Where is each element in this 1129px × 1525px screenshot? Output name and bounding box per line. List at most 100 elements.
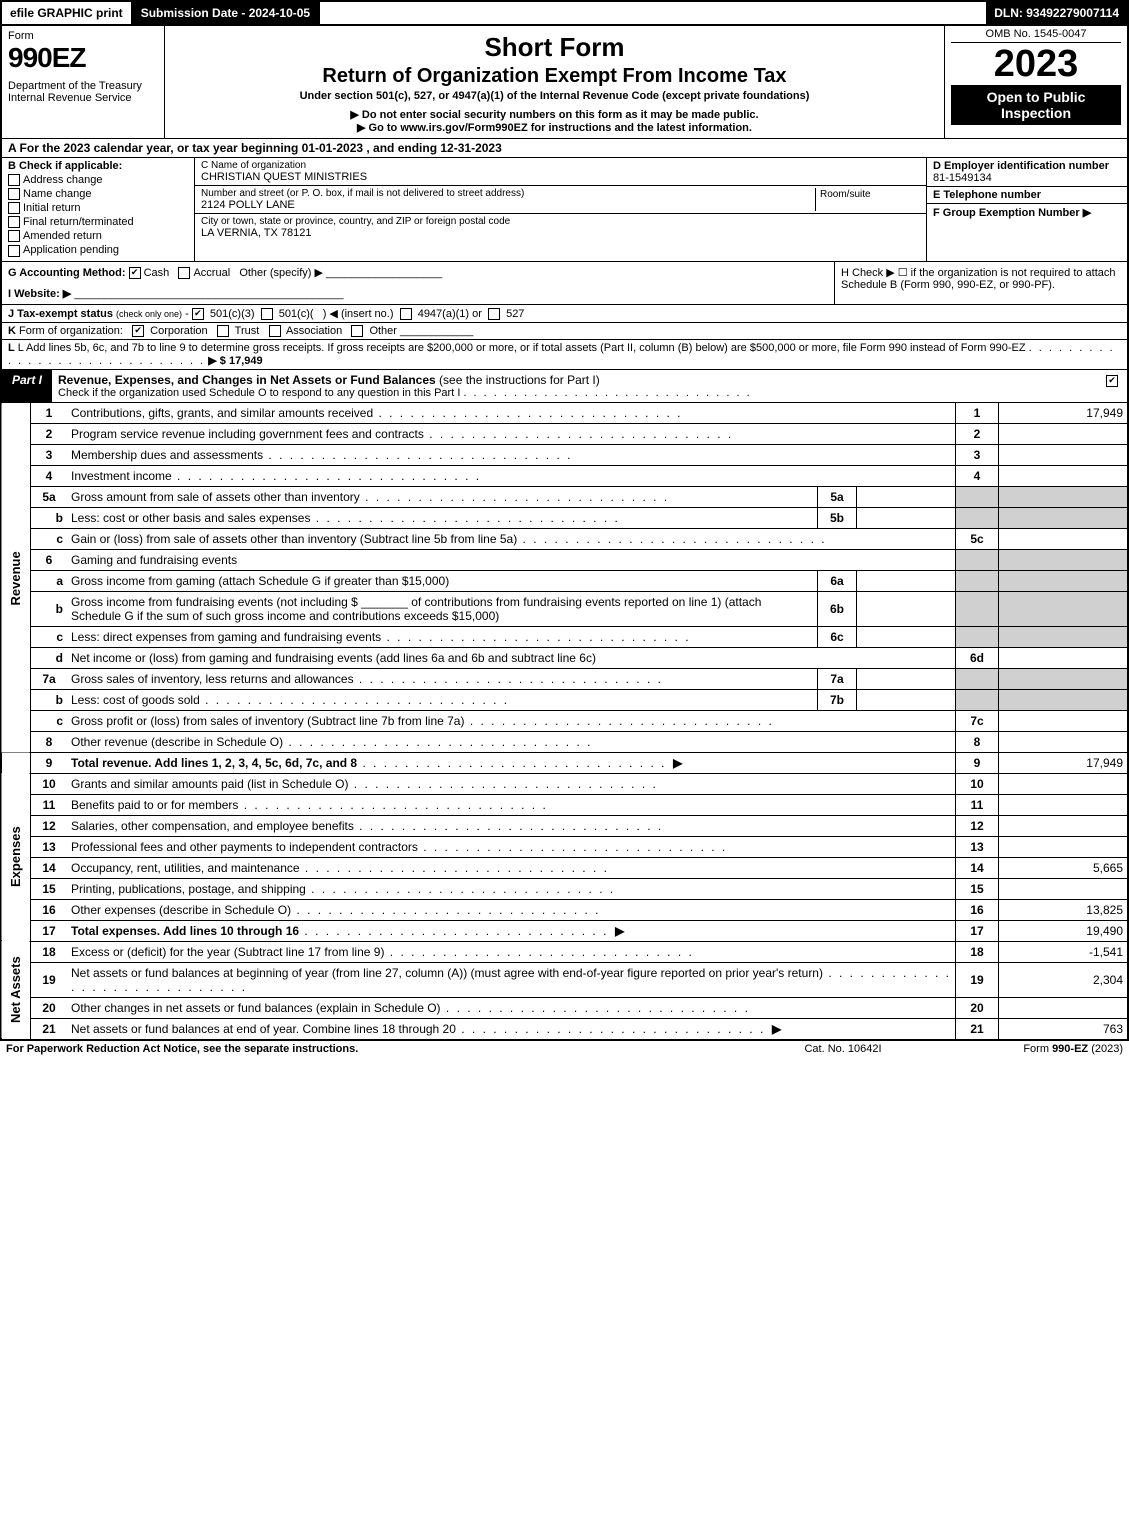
rn-8: 8 xyxy=(956,731,999,752)
part-i-tag: Part I xyxy=(2,370,52,402)
dln-number: DLN: 93492279007114 xyxy=(986,2,1127,24)
amt-4 xyxy=(999,465,1129,486)
cb-association[interactable] xyxy=(269,325,281,337)
ln-6a: a xyxy=(31,570,68,591)
side-expenses: Expenses xyxy=(1,773,31,941)
cb-other-org[interactable] xyxy=(351,325,363,337)
rn-15: 15 xyxy=(956,878,999,899)
desc-12: Salaries, other compensation, and employ… xyxy=(67,815,956,836)
cb-amended-return[interactable]: Amended return xyxy=(8,230,188,242)
cb-trust[interactable] xyxy=(217,325,229,337)
amt-16: 13,825 xyxy=(999,899,1129,920)
desc-7b: Less: cost of goods sold xyxy=(67,689,818,710)
c-street-label: Number and street (or P. O. box, if mail… xyxy=(201,188,815,199)
desc-20: Other changes in net assets or fund bala… xyxy=(67,997,956,1018)
cb-application-pending[interactable]: Application pending xyxy=(8,244,188,256)
amt-9: 17,949 xyxy=(999,752,1129,773)
rn-5a xyxy=(956,486,999,507)
ln-7b: b xyxy=(31,689,68,710)
ln-5c: c xyxy=(31,528,68,549)
desc-14: Occupancy, rent, utilities, and maintena… xyxy=(67,857,956,878)
desc-6c: Less: direct expenses from gaming and fu… xyxy=(67,626,818,647)
top-bar: efile GRAPHIC print Submission Date - 20… xyxy=(0,0,1129,26)
col-cde: C Name of organization CHRISTIAN QUEST M… xyxy=(195,158,926,261)
c-street-row: Number and street (or P. O. box, if mail… xyxy=(195,186,926,214)
amt-7c xyxy=(999,710,1129,731)
amt-2 xyxy=(999,423,1129,444)
desc-4: Investment income xyxy=(67,465,956,486)
footer-right: Form 990-EZ (2023) xyxy=(943,1043,1123,1055)
cb-final-return[interactable]: Final return/terminated xyxy=(8,216,188,228)
cb-accrual[interactable] xyxy=(178,267,190,279)
ln-5a: 5a xyxy=(31,486,68,507)
room-suite-label: Room/suite xyxy=(820,189,871,200)
inval-6b xyxy=(857,591,956,626)
col-right-def: D Employer identification number 81-1549… xyxy=(926,158,1127,261)
amt-14: 5,665 xyxy=(999,857,1129,878)
row-l-gross-receipts: L L Add lines 5b, 6c, and 7b to line 9 t… xyxy=(0,340,1129,370)
col-b-checkboxes: B Check if applicable: Address change Na… xyxy=(2,158,195,261)
part-i-checkbox[interactable] xyxy=(1100,370,1127,402)
goto-link[interactable]: ▶ Go to www.irs.gov/Form990EZ for instru… xyxy=(171,121,938,134)
ln-16: 16 xyxy=(31,899,68,920)
cb-501c[interactable] xyxy=(261,308,273,320)
ln-1: 1 xyxy=(31,403,68,424)
inlab-6c: 6c xyxy=(818,626,857,647)
row-ghi: G Accounting Method: Cash Accrual Other … xyxy=(0,262,1129,305)
tax-year: 2023 xyxy=(951,45,1121,83)
c-name-label: C Name of organization xyxy=(201,160,920,171)
desc-1: Contributions, gifts, grants, and simila… xyxy=(67,403,956,424)
desc-13: Professional fees and other payments to … xyxy=(67,836,956,857)
desc-8: Other revenue (describe in Schedule O) xyxy=(67,731,956,752)
part-i-header: Part I Revenue, Expenses, and Changes in… xyxy=(0,370,1129,403)
g-accounting: G Accounting Method: Cash Accrual Other … xyxy=(8,266,828,279)
l-amount: ▶ $ 17,949 xyxy=(208,355,262,367)
d-label: D Employer identification number xyxy=(933,160,1121,172)
cb-527[interactable] xyxy=(488,308,500,320)
desc-9: Total revenue. Add lines 1, 2, 3, 4, 5c,… xyxy=(67,752,956,773)
form-number: 990EZ xyxy=(8,42,158,74)
rn-7b xyxy=(956,689,999,710)
cb-501c3[interactable] xyxy=(192,308,204,320)
desc-18: Excess or (deficit) for the year (Subtra… xyxy=(67,941,956,962)
desc-3: Membership dues and assessments xyxy=(67,444,956,465)
footer-center: Cat. No. 10642I xyxy=(743,1043,943,1055)
rn-1: 1 xyxy=(956,403,999,424)
cb-name-change[interactable]: Name change xyxy=(8,188,188,200)
ln-8: 8 xyxy=(31,731,68,752)
rn-18: 18 xyxy=(956,941,999,962)
ln-13: 13 xyxy=(31,836,68,857)
e-phone: E Telephone number xyxy=(927,187,1127,204)
inlab-6a: 6a xyxy=(818,570,857,591)
rn-9: 9 xyxy=(956,752,999,773)
cb-initial-return[interactable]: Initial return xyxy=(8,202,188,214)
cb-cash[interactable] xyxy=(129,267,141,279)
amt-5b xyxy=(999,507,1129,528)
ln-17: 17 xyxy=(31,920,68,941)
submission-date: Submission Date - 2024-10-05 xyxy=(133,2,320,24)
rn-21: 21 xyxy=(956,1018,999,1039)
amt-5c xyxy=(999,528,1129,549)
short-form-heading: Short Form xyxy=(171,32,938,63)
org-name: CHRISTIAN QUEST MINISTRIES xyxy=(201,171,920,183)
rn-12: 12 xyxy=(956,815,999,836)
rn-7c: 7c xyxy=(956,710,999,731)
efile-print-label[interactable]: efile GRAPHIC print xyxy=(2,2,133,24)
desc-6a: Gross income from gaming (attach Schedul… xyxy=(67,570,818,591)
cb-corporation[interactable] xyxy=(132,325,144,337)
amt-7b xyxy=(999,689,1129,710)
desc-7c: Gross profit or (loss) from sales of inv… xyxy=(67,710,956,731)
rn-7a xyxy=(956,668,999,689)
amt-5a xyxy=(999,486,1129,507)
row-j-tax-exempt: J Tax-exempt status (check only one) - 5… xyxy=(0,305,1129,323)
row-k-org-type: K Form of organization: Corporation Trus… xyxy=(0,323,1129,340)
cb-4947[interactable] xyxy=(400,308,412,320)
rn-4: 4 xyxy=(956,465,999,486)
form-header: Form 990EZ Department of the Treasury In… xyxy=(0,26,1129,138)
desc-6b: Gross income from fundraising events (no… xyxy=(67,591,818,626)
cb-address-change[interactable]: Address change xyxy=(8,174,188,186)
amt-6c xyxy=(999,626,1129,647)
ln-5b: b xyxy=(31,507,68,528)
desc-7a: Gross sales of inventory, less returns a… xyxy=(67,668,818,689)
amt-6a xyxy=(999,570,1129,591)
